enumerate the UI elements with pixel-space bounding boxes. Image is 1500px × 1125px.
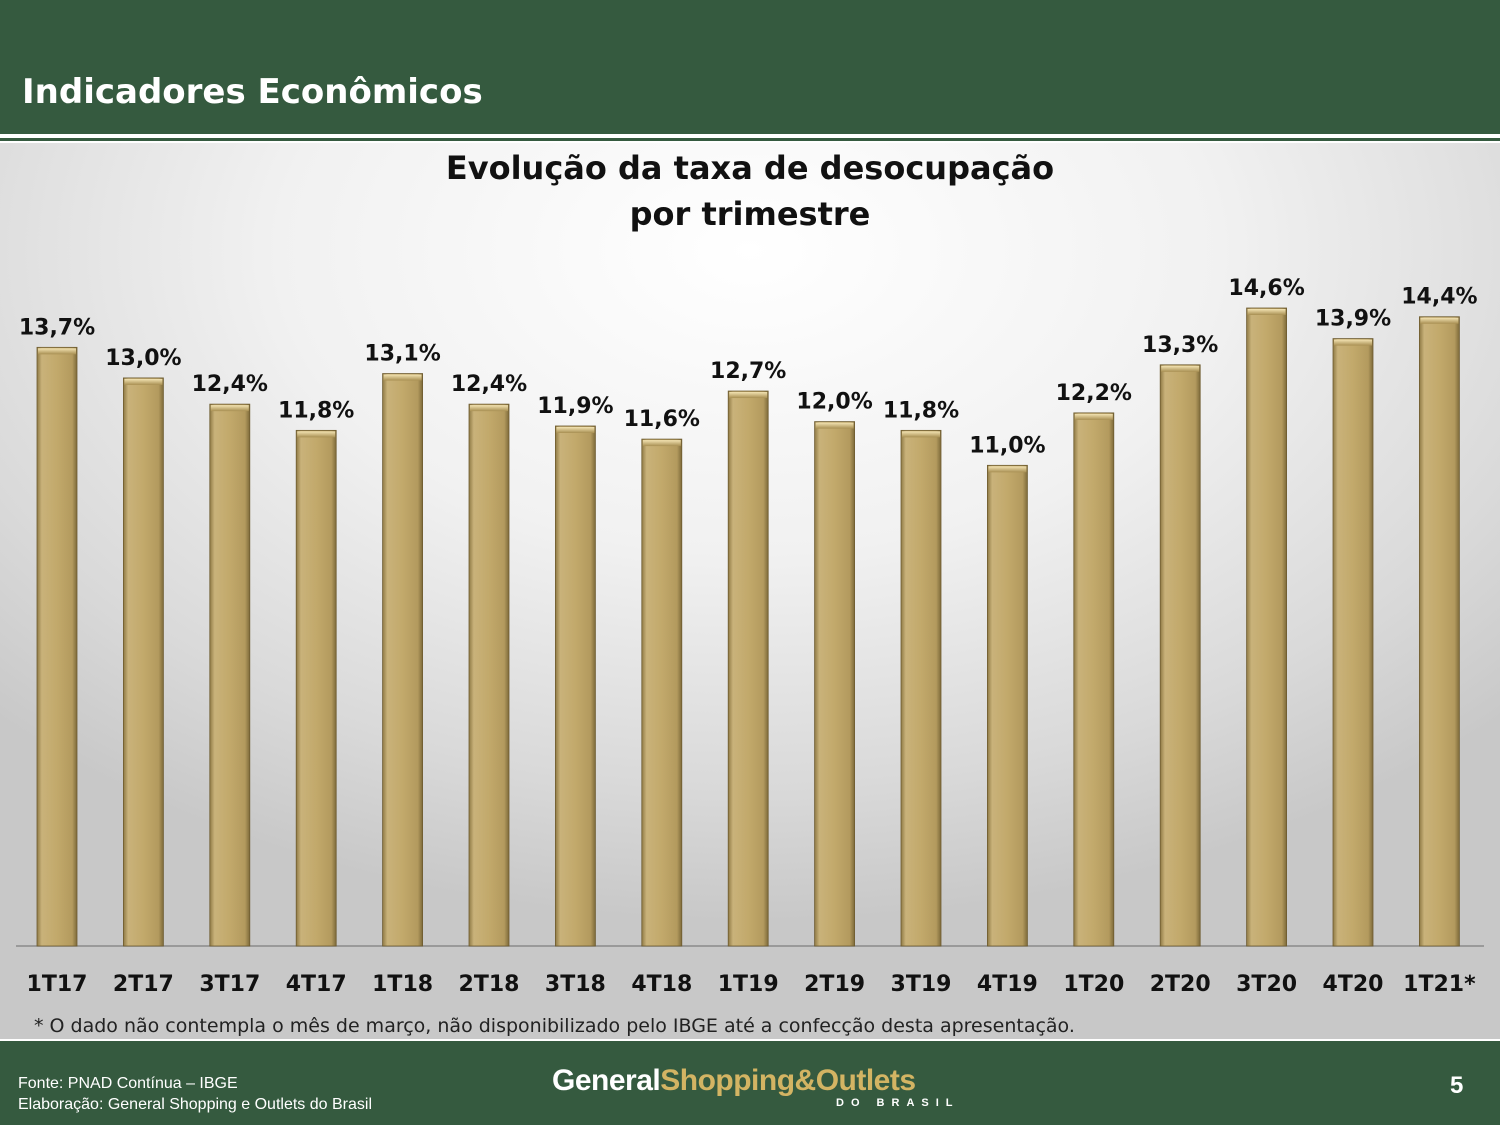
logo-text-general: General bbox=[552, 1064, 661, 1097]
bar-value-label: 14,4% bbox=[1401, 285, 1477, 310]
bar-cap-1T19 bbox=[729, 392, 768, 399]
bar-value-label: 12,4% bbox=[192, 372, 268, 397]
chart-title: Evolução da taxa de desocupação por trim… bbox=[0, 145, 1500, 237]
company-logo: GeneralShopping&Outlets bbox=[552, 1064, 916, 1098]
bar-cap-4T17 bbox=[297, 431, 336, 438]
bar-value-label: 12,2% bbox=[1056, 381, 1132, 406]
bar-value-label: 12,4% bbox=[451, 372, 527, 397]
bar-chart: 13,7% 13,0% 12,4% 11,8% 13,1% 12,4% 11,9% 11,6%… bbox=[16, 276, 1484, 997]
bar-value-label: 13,7% bbox=[19, 315, 95, 340]
bar-value-label: 13,3% bbox=[1142, 333, 1218, 358]
bar-value-label: 13,9% bbox=[1315, 307, 1391, 332]
category-label: 2T18 bbox=[459, 972, 520, 997]
bar-cap-2T17 bbox=[124, 378, 163, 385]
bar-1T19 bbox=[727, 390, 769, 947]
bar-value-label: 13,0% bbox=[105, 346, 181, 371]
bar-2T19 bbox=[814, 421, 855, 947]
bar-2T20 bbox=[1159, 364, 1201, 947]
category-label: 3T20 bbox=[1236, 972, 1297, 997]
bar-1T18 bbox=[382, 373, 424, 947]
bar-4T18 bbox=[641, 438, 683, 947]
category-label: 3T18 bbox=[545, 972, 606, 997]
bar-cap-3T18 bbox=[556, 426, 595, 433]
logo-text-shopping: Shopping&Outlets bbox=[660, 1064, 916, 1097]
bar-3T18 bbox=[555, 425, 596, 947]
bar-2T18 bbox=[468, 403, 510, 947]
category-label: 4T18 bbox=[631, 972, 692, 997]
category-label: 1T17 bbox=[27, 972, 88, 997]
bar-cap-3T19 bbox=[902, 431, 940, 438]
bar-value-label: 14,6% bbox=[1228, 276, 1304, 301]
category-label: 4T17 bbox=[286, 972, 347, 997]
category-label: 1T20 bbox=[1063, 972, 1124, 997]
bar-cap-2T20 bbox=[1161, 365, 1200, 372]
source-line-2: Elaboração: General Shopping e Outlets d… bbox=[18, 1096, 372, 1113]
page-number: 5 bbox=[1450, 1072, 1464, 1099]
category-label: 1T19 bbox=[718, 972, 779, 997]
bar-value-label: 11,0% bbox=[969, 433, 1045, 458]
bar-2T17 bbox=[123, 377, 164, 947]
bar-1T21 bbox=[1419, 316, 1460, 947]
category-label: 2T20 bbox=[1150, 972, 1211, 997]
category-label: 2T17 bbox=[113, 972, 174, 997]
category-label: 3T17 bbox=[199, 972, 260, 997]
header-bar bbox=[0, 0, 1500, 134]
bar-1T17 bbox=[36, 346, 78, 947]
bar-cap-1T21 bbox=[1420, 317, 1459, 324]
footnote: * O dado não contempla o mês de março, n… bbox=[34, 1015, 1075, 1037]
bar-3T17 bbox=[209, 403, 251, 947]
category-label: 1T21* bbox=[1403, 972, 1476, 997]
bar-cap-4T20 bbox=[1334, 339, 1372, 346]
chart-title-line-1: Evolução da taxa de desocupação bbox=[445, 149, 1055, 187]
bar-3T19 bbox=[900, 429, 942, 947]
bar-cap-1T17 bbox=[38, 348, 76, 355]
bar-3T20 bbox=[1246, 307, 1287, 947]
bar-cap-4T19 bbox=[988, 466, 1027, 473]
bar-value-label: 13,1% bbox=[364, 342, 440, 367]
category-label: 3T19 bbox=[891, 972, 952, 997]
footer-bar bbox=[0, 1041, 1500, 1125]
bar-cap-1T18 bbox=[383, 374, 422, 381]
bar-cap-4T18 bbox=[642, 440, 681, 447]
bar-cap-3T20 bbox=[1247, 309, 1286, 315]
bar-1T20 bbox=[1073, 412, 1115, 947]
bar-4T20 bbox=[1332, 338, 1374, 947]
page-title: Indicadores Econômicos bbox=[22, 72, 483, 112]
bar-value-label: 12,0% bbox=[796, 390, 872, 415]
bar-value-label: 11,8% bbox=[278, 398, 354, 423]
bar-value-label: 11,6% bbox=[624, 407, 700, 432]
source-note: Fonte: PNAD Contínua – IBGE Elaboração: … bbox=[18, 1073, 372, 1115]
bar-cap-3T17 bbox=[210, 405, 249, 412]
bar-4T19 bbox=[987, 464, 1028, 947]
header-divider bbox=[0, 138, 1500, 141]
bar-4T17 bbox=[295, 429, 337, 947]
chart-title-line-2: por trimestre bbox=[629, 195, 871, 233]
category-label: 4T20 bbox=[1323, 972, 1384, 997]
category-label: 4T19 bbox=[977, 972, 1038, 997]
bar-cap-2T19 bbox=[815, 422, 854, 429]
category-label: 1T18 bbox=[372, 972, 433, 997]
source-line-1: Fonte: PNAD Contínua – IBGE bbox=[18, 1075, 238, 1092]
category-label: 2T19 bbox=[804, 972, 865, 997]
bar-value-label: 11,9% bbox=[537, 394, 613, 419]
bar-cap-1T20 bbox=[1074, 413, 1113, 420]
bar-cap-2T18 bbox=[470, 405, 508, 412]
bar-value-label: 12,7% bbox=[710, 359, 786, 384]
logo-subtitle: DO BRASIL bbox=[836, 1097, 960, 1109]
bar-value-label: 11,8% bbox=[883, 398, 959, 423]
